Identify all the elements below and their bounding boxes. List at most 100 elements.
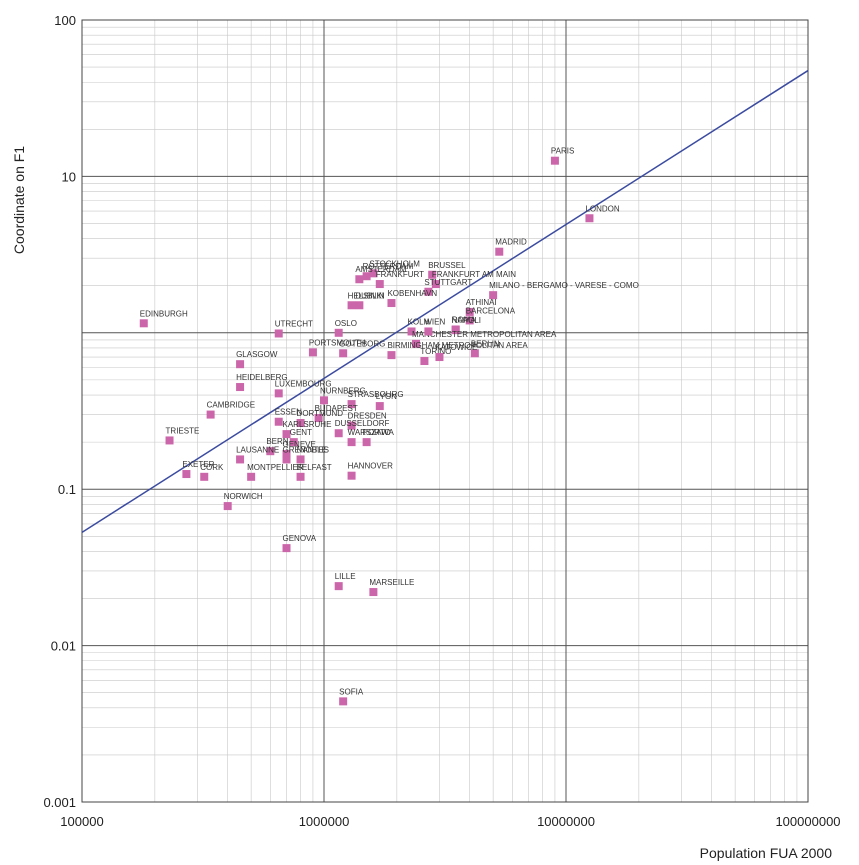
point-label: STOCKHOLM [369,259,420,268]
data-point [431,280,440,289]
point-label: NORWICH [224,492,263,501]
point-label: PORTO [363,428,391,437]
y-tick-label: 0.001 [43,795,76,810]
point-label: KOLN [408,317,430,326]
point-label: LAUSANNE [236,445,279,454]
data-point [296,472,305,481]
y-axis-label: Coordinate on F1 [11,146,27,254]
data-point [139,319,148,328]
data-point [489,291,498,300]
data-point [347,301,356,310]
point-label: BIRMINGHAM METROPOLITAN AREA [387,341,528,350]
data-point [451,326,460,335]
x-tick-label: 100000000 [775,814,840,829]
data-point [428,270,437,279]
point-label: ROMA [452,315,477,324]
data-point [387,299,396,308]
point-label: MONTPELLIER [247,463,304,472]
data-point [495,247,504,256]
data-point [369,269,378,278]
point-label: MILANO - BERGAMO - VARESE - COMO [489,281,639,290]
point-label: MANCHESTER METROPOLITAN AREA [412,330,557,339]
y-tick-label: 100 [54,13,76,28]
x-tick-label: 100000 [60,814,103,829]
data-point [362,438,371,447]
x-tick-label: 10000000 [537,814,595,829]
point-label: MADRID [495,238,527,247]
data-point [355,275,364,284]
point-label: ESSEN [275,408,302,417]
data-point [282,449,291,458]
data-point [314,414,323,423]
point-label: LYON [376,392,397,401]
data-point [320,396,328,405]
data-point [165,436,174,445]
point-label: BELFAST [297,463,332,472]
data-point [334,582,343,591]
data-point [347,438,356,447]
point-label: PORTSMOUTH [309,338,366,347]
data-point [223,502,232,511]
point-label: STRASBOURG [348,390,404,399]
point-label: CORK [200,463,224,472]
point-label: NANTES [297,445,329,454]
data-point [387,351,396,360]
y-tick-label: 0.01 [51,639,76,654]
point-label: SOFIA [339,687,364,696]
data-point [289,438,298,447]
data-point [465,316,474,325]
point-label: MARSEILLE [369,578,414,587]
data-point [375,280,384,289]
data-point [355,301,364,310]
point-label: LUXEMBOURG [275,379,332,388]
point-label: DUSSELDORF [335,419,390,428]
point-label: WARSZAWA [348,428,395,437]
point-label: TRIESTE [166,426,200,435]
point-label: WIEN [424,317,445,326]
point-label: GLASGOW [236,350,278,359]
data-point [424,327,433,336]
point-label: NURNBERG [320,386,366,395]
point-label: FRANKFURT [376,270,424,279]
plot-frame [81,19,809,803]
point-label: FRANKFURT AM MAIN [432,270,516,279]
data-point [274,329,283,338]
data-point [236,383,245,392]
data-point [585,214,594,223]
point-label: KATOWICE [435,343,477,352]
point-label: KARLSRUHE [283,420,332,429]
data-point [200,472,209,481]
data-point [274,389,283,398]
point-label: BARCELONA [466,306,516,315]
point-label: PARIS [551,147,574,156]
data-point [435,353,444,362]
minor-gridlines [82,20,808,802]
data-point [424,287,433,296]
point-label: LONDON [585,204,619,213]
point-label: STUTTGART [424,278,472,287]
axis-ticks: 100000 1000000 10000000 100000000 0.001 0.01 0… [43,13,840,829]
data-point [282,544,291,553]
data-point [296,455,305,464]
data-point [465,307,474,316]
point-label: GENOVA [283,534,317,543]
point-label: DRESDEN [348,412,387,421]
data-point [282,455,291,464]
y-tick-label: 0.1 [58,482,76,497]
trend-line [81,69,809,533]
data-point [206,410,215,419]
data-point [247,472,256,481]
data-point [266,447,275,456]
point-label: BRUSSEL [428,261,466,270]
data-point [407,327,416,336]
point-label: EXETER [182,460,214,469]
point-label: GENT [290,428,312,437]
data-point [339,349,348,358]
data-point [369,588,378,597]
x-axis-label: Population FUA 2000 [700,845,833,861]
point-label: DORTMUND [297,409,344,418]
x-tick-label: 1000000 [299,814,350,829]
data-point [420,357,429,366]
data-point [236,360,245,369]
point-label: LILLE [335,572,356,581]
